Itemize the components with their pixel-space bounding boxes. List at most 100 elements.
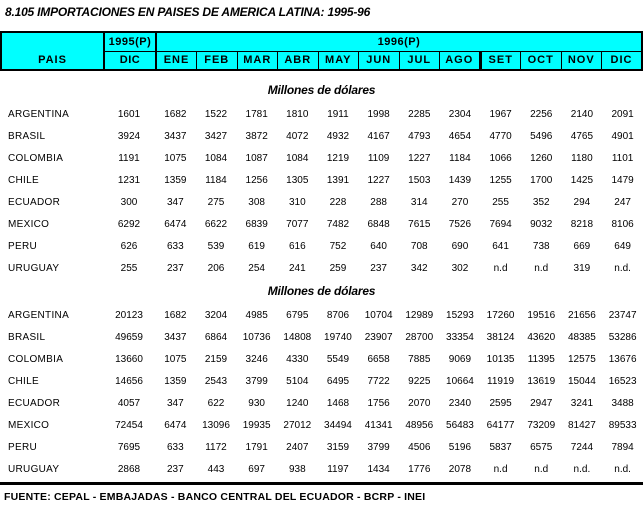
data-cell: 4167 [367,130,390,142]
data-cell: 2256 [530,108,553,120]
data-cell: 89533 [608,419,637,431]
data-cell: 3159 [326,441,350,453]
data-cell: 1227 [367,174,390,186]
data-cell: 5837 [489,441,512,453]
page-title: 8.105 IMPORTACIONES EN PAISES DE AMERICA… [5,5,371,19]
data-cell: 6292 [117,218,141,230]
data-cell: 1439 [448,174,472,186]
data-cell: 6474 [164,419,187,431]
data-cell: 752 [329,240,347,252]
data-cell: 4901 [611,130,634,142]
data-cell: 347 [166,397,184,409]
data-cell: 7526 [448,218,472,230]
data-cell: 13619 [527,375,556,387]
data-cell: 2595 [489,397,512,409]
data-cell: 1227 [408,152,431,164]
data-cell: 1087 [245,152,268,164]
country-label: ARGENTINA [8,108,70,120]
data-cell: n.d. [614,463,631,475]
data-cell: 4765 [570,130,594,142]
country-label: ECUADOR [8,397,61,409]
section-heading-row: Millones de dólares [0,279,643,304]
country-label: BRASIL [8,331,46,343]
table-row: URUGUAY 2868 237 443 697 938 1197 1434 1776 2078 n… [0,458,643,480]
data-cell: n.d. [573,463,591,475]
data-cell: 2078 [448,463,472,475]
data-cell: 5549 [326,353,350,365]
data-cell: 3924 [117,130,141,142]
data-cell: 17260 [486,309,515,321]
data-cell: 8218 [570,218,594,230]
country-label: MEXICO [8,218,50,230]
data-cell: 2159 [204,353,228,365]
data-cell: 697 [248,463,265,475]
section-heading: Millones de dólares [267,83,376,97]
data-cell: 7885 [408,353,431,365]
data-cell: 6495 [326,375,350,387]
data-cell: 254 [248,262,265,274]
data-cell: 1998 [367,108,390,120]
data-cell: 708 [410,240,428,252]
data-cell: 443 [207,463,225,475]
data-cell: 3437 [164,331,187,343]
data-cell: 8106 [611,218,634,230]
data-cell: 5104 [286,375,309,387]
data-cell: 938 [288,463,306,475]
data-cell: 1967 [489,108,512,120]
data-cell: 64177 [486,419,515,431]
header-cell-month-jun: JUN [358,50,400,71]
data-cell: 1109 [367,152,390,164]
data-cell: 3204 [204,309,228,321]
data-cell: 6848 [367,218,390,230]
data-cell: 81427 [567,419,596,431]
data-cell: 228 [329,196,347,208]
data-cell: 1101 [611,152,634,164]
header-row-years: PAIS 1995(P) 1996(P) [0,31,643,71]
table-body-rows: Millones de dólares ARGENTINA 1601 1682 1522… [0,71,643,480]
data-cell: 1479 [611,174,634,186]
data-cell: 19935 [242,419,271,431]
data-cell: 255 [492,196,509,208]
table-row: MEXICO 72454 6474 13096 19935 27012 34494 41341… [0,414,643,436]
data-cell: 237 [166,262,184,274]
header-cell-month-set: SET [479,50,521,71]
data-cell: 3488 [611,397,634,409]
data-cell: 1791 [245,441,268,453]
country-label: MEXICO [8,419,50,431]
data-cell: 9225 [408,375,431,387]
data-cell: 1084 [204,152,228,164]
data-cell: 7694 [489,218,512,230]
country-label: PERU [8,240,37,252]
table-row: BRASIL 3924 3437 3427 3872 4072 4932 4167 4793 46… [0,125,643,147]
data-cell: 49659 [115,331,143,343]
header-cell-month-abr: ABR [277,50,319,71]
data-cell: 9032 [530,218,553,230]
data-cell: 6839 [245,218,268,230]
data-cell: 48956 [405,419,434,431]
data-cell: 2407 [286,441,309,453]
data-cell: 3872 [245,130,268,142]
data-cell: 619 [248,240,265,252]
data-cell: 6658 [367,353,390,365]
data-cell: 690 [451,240,469,252]
table-row: CHILE 1231 1359 1184 1256 1305 1391 1227 1503 143… [0,169,643,191]
data-cell: 622 [207,397,225,409]
header-cell-month-ago: AGO [439,50,482,71]
data-cell: 649 [614,240,631,252]
data-cell: 247 [614,196,631,208]
data-cell: 1359 [164,174,187,186]
country-label: URUGUAY [8,262,60,274]
data-cell: 308 [248,196,265,208]
table-row: CHILE 14656 1359 2543 3799 5104 6495 7722 9225 10… [0,370,643,392]
source-note: FUENTE: CEPAL - EMBAJADAS - BANCO CENTRA… [4,491,426,503]
data-cell: 43620 [527,331,556,343]
table-row: URUGUAY 255 237 206 254 241 259 237 342 302 n.d n.d… [0,257,643,279]
data-cell: 7615 [408,218,431,230]
data-cell: 6795 [286,309,309,321]
header-cell-1995: 1995(P) [103,31,157,52]
data-cell: 28700 [405,331,434,343]
table-row: MEXICO 6292 6474 6622 6839 7077 7482 6848 7615 75… [0,213,643,235]
country-label: CHILE [8,375,39,387]
data-cell: 314 [410,196,428,208]
table-row: ARGENTINA 1601 1682 1522 1781 1810 1911 1998 228… [0,103,643,125]
